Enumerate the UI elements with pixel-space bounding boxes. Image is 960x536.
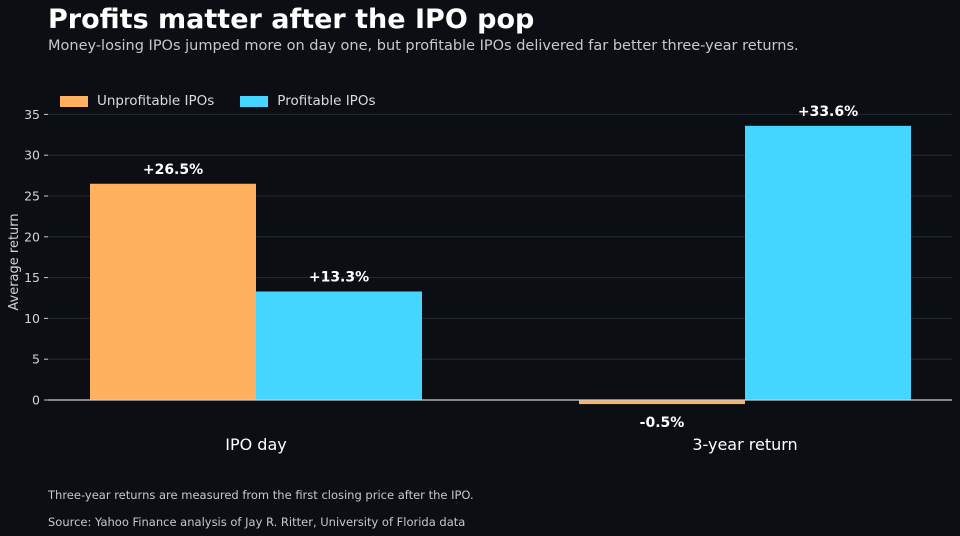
y-tick-label: 35 bbox=[24, 107, 40, 122]
bar-value-label: +13.3% bbox=[309, 269, 369, 285]
legend-item-profitable: Profitable IPOs bbox=[240, 93, 375, 109]
legend-label-unprofitable: Unprofitable IPOs bbox=[97, 93, 215, 109]
y-axis-label: Average return bbox=[7, 213, 22, 310]
legend-swatch-profitable bbox=[240, 95, 269, 107]
chart-subtitle: Money-losing IPOs jumped more on day one… bbox=[48, 38, 799, 54]
y-tick-label: 20 bbox=[24, 229, 40, 244]
bar-profitable bbox=[745, 125, 911, 400]
y-tick-label: 10 bbox=[24, 311, 40, 326]
chart-title: Profits matter after the IPO pop bbox=[48, 4, 535, 35]
y-tick-label: 0 bbox=[32, 393, 40, 408]
bar-value-label: +26.5% bbox=[143, 162, 203, 178]
x-category-label: 3-year return bbox=[692, 435, 797, 454]
legend-label-profitable: Profitable IPOs bbox=[277, 93, 376, 109]
chart-legend: Unprofitable IPOs Profitable IPOs bbox=[60, 93, 375, 109]
bar-unprofitable bbox=[579, 400, 745, 405]
x-category-label: IPO day bbox=[225, 435, 286, 454]
bar-value-label: -0.5% bbox=[640, 415, 685, 431]
bar-unprofitable bbox=[90, 183, 256, 400]
y-tick-label: 30 bbox=[24, 148, 40, 163]
legend-swatch-unprofitable bbox=[60, 95, 88, 107]
bar-profitable bbox=[256, 291, 422, 400]
bar-value-label: +33.6% bbox=[798, 104, 858, 120]
y-tick-label: 25 bbox=[24, 189, 40, 204]
legend-item-unprofitable: Unprofitable IPOs bbox=[60, 93, 214, 109]
source-note: Source: Yahoo Finance analysis of Jay R.… bbox=[48, 515, 466, 529]
y-tick-label: 15 bbox=[24, 270, 40, 285]
footnote: Three-year returns are measured from the… bbox=[48, 488, 474, 502]
y-tick-label: 5 bbox=[32, 352, 40, 367]
